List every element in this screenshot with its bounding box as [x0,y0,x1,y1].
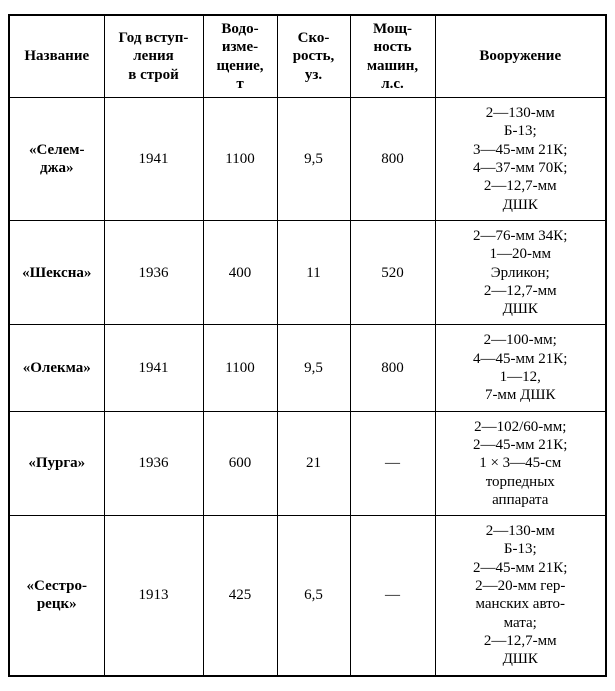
cell-disp: 400 [203,220,277,324]
cell-year: 1941 [104,98,203,221]
table-row: «Пурга» 1936 600 21 — 2—102/60-мм; 2—45-… [9,411,606,515]
cell-armament: 2—102/60-мм; 2—45-мм 21К; 1 × 3—45-см то… [435,411,606,515]
ships-table: Название Год вступ- ления в строй Водо- … [8,14,607,677]
cell-disp: 1100 [203,98,277,221]
cell-year: 1936 [104,220,203,324]
header-row: Название Год вступ- ления в строй Водо- … [9,15,606,98]
cell-speed: 21 [277,411,350,515]
col-power: Мощ- ность машин, л.с. [350,15,435,98]
col-year: Год вступ- ления в строй [104,15,203,98]
cell-armament: 2—100-мм; 4—45-мм 21К; 1—12, 7-мм ДШК [435,325,606,411]
cell-year: 1941 [104,325,203,411]
cell-disp: 425 [203,516,277,676]
table-row: «Шексна» 1936 400 11 520 2—76-мм 34К; 1—… [9,220,606,324]
cell-power: — [350,411,435,515]
cell-armament: 2—130-мм Б-13; 3—45-мм 21К; 4—37-мм 70К;… [435,98,606,221]
cell-power: 800 [350,325,435,411]
cell-name: «Шексна» [9,220,104,324]
col-armament: Вооружение [435,15,606,98]
cell-speed: 9,5 [277,325,350,411]
cell-disp: 1100 [203,325,277,411]
table-row: «Сестро- рецк» 1913 425 6,5 — 2—130-мм Б… [9,516,606,676]
table-row: «Олекма» 1941 1100 9,5 800 2—100-мм; 4—4… [9,325,606,411]
col-speed: Ско- рость, уз. [277,15,350,98]
col-displacement: Водо- изме- щение, т [203,15,277,98]
col-name: Название [9,15,104,98]
cell-name: «Пурга» [9,411,104,515]
cell-power: 800 [350,98,435,221]
cell-armament: 2—76-мм 34К; 1—20-мм Эрликон; 2—12,7-мм … [435,220,606,324]
cell-speed: 11 [277,220,350,324]
cell-name: «Олекма» [9,325,104,411]
cell-speed: 9,5 [277,98,350,221]
cell-name: «Селем- джа» [9,98,104,221]
cell-speed: 6,5 [277,516,350,676]
table-body: «Селем- джа» 1941 1100 9,5 800 2—130-мм … [9,98,606,676]
cell-power: — [350,516,435,676]
cell-name: «Сестро- рецк» [9,516,104,676]
cell-armament: 2—130-мм Б-13; 2—45-мм 21К; 2—20-мм гер-… [435,516,606,676]
cell-year: 1936 [104,411,203,515]
cell-disp: 600 [203,411,277,515]
table-row: «Селем- джа» 1941 1100 9,5 800 2—130-мм … [9,98,606,221]
cell-year: 1913 [104,516,203,676]
cell-power: 520 [350,220,435,324]
